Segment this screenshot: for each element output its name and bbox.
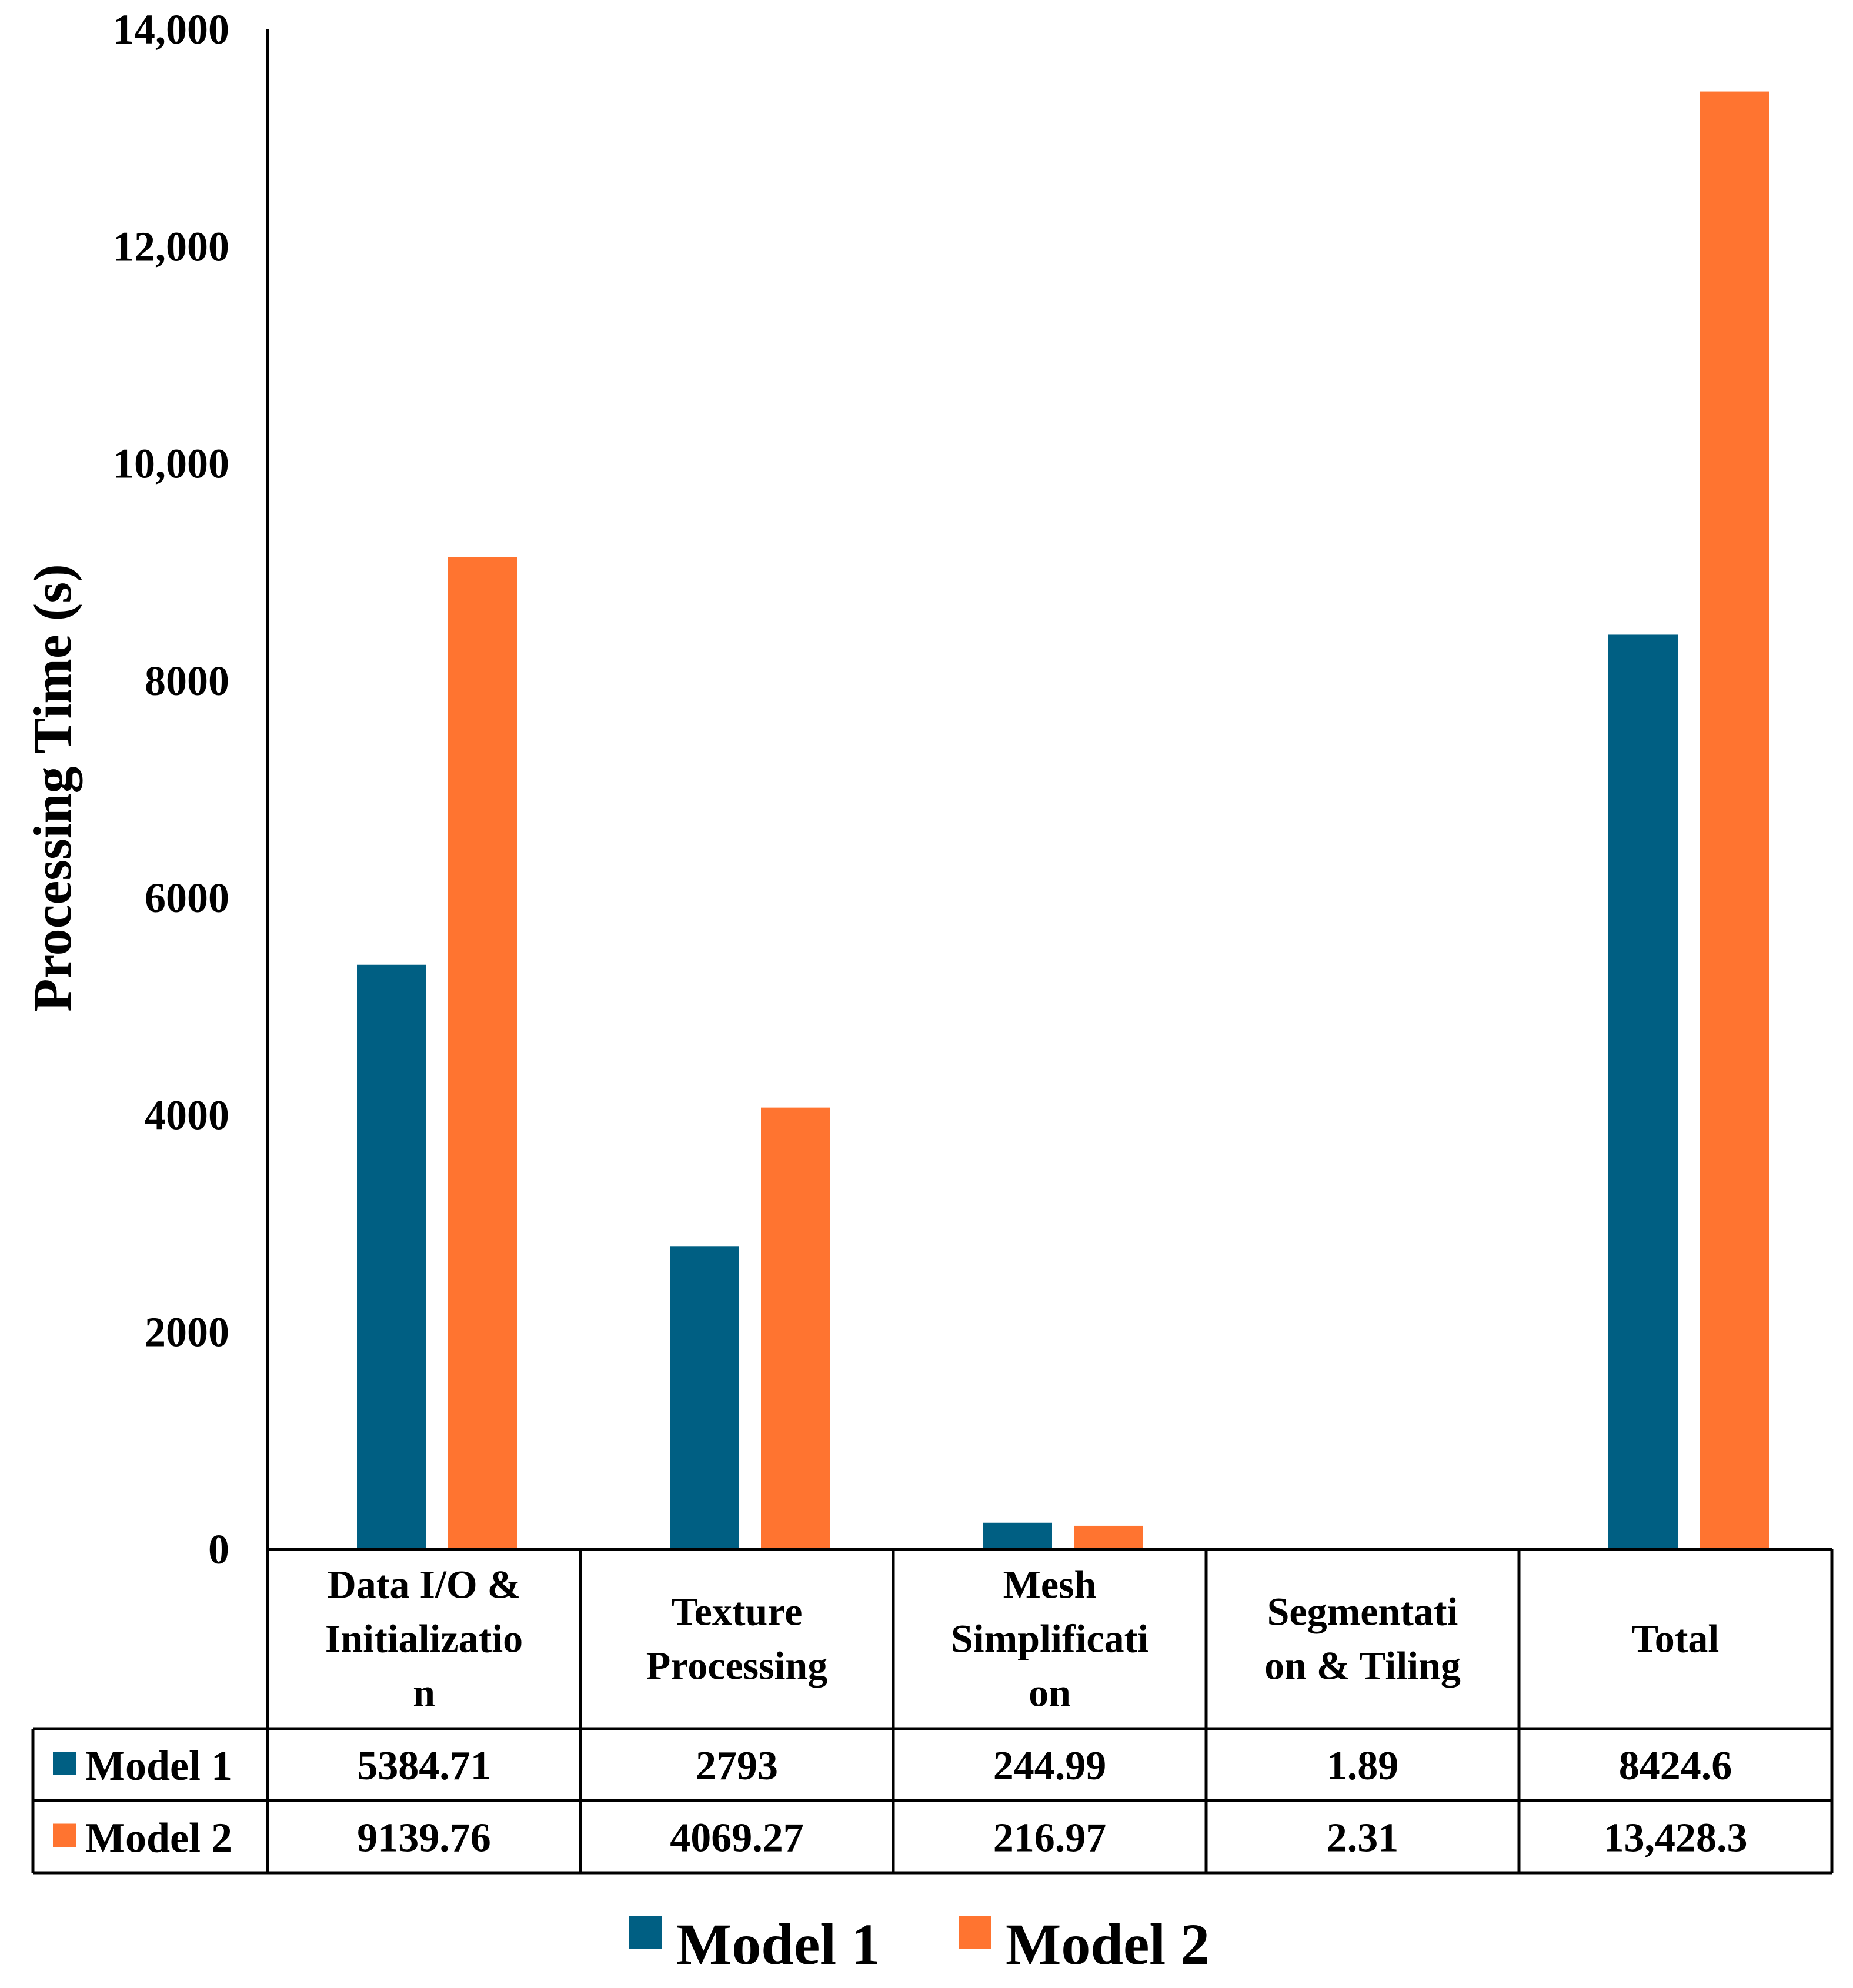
bar-model-1: [1608, 634, 1678, 1549]
data-table: Data I/O & Initializatio n Texture Processin…: [31, 1548, 1834, 1875]
y-axis-title: Processing Time (s): [22, 564, 82, 1012]
y-tick-label: 12,000: [113, 223, 229, 270]
y-tick-label: 10,000: [113, 440, 229, 487]
data-cell: 8424.6: [1619, 1743, 1732, 1789]
y-tick-label: 4000: [145, 1091, 229, 1138]
legend-swatch: [629, 1916, 662, 1949]
category-label: Texture Processing: [646, 1589, 828, 1688]
series-swatch: [53, 1823, 76, 1847]
bar-model-1: [357, 964, 426, 1549]
data-cell: 1.89: [1327, 1743, 1399, 1789]
data-cell: 2.31: [1327, 1816, 1399, 1861]
bar-model-2: [448, 557, 517, 1549]
axis-layer: 0 2000 4000 6000 8000 10,000 12,000 14,000 Proce…: [22, 6, 269, 1573]
data-cell: 4069.27: [670, 1816, 804, 1861]
category-label: Total: [1632, 1616, 1720, 1661]
bar-model-1: [670, 1246, 739, 1549]
bars-layer: [357, 91, 1769, 1550]
category-label: Mesh Simplificati on: [951, 1562, 1148, 1715]
series-name: Model 1: [85, 1742, 232, 1789]
data-cell: 2793: [696, 1743, 778, 1789]
bar-model-2: [761, 1107, 830, 1549]
category-label: Data I/O & Initializatio n: [325, 1562, 523, 1715]
data-cell: 9139.76: [357, 1816, 491, 1861]
legend-label: Model 1: [676, 1912, 880, 1977]
series-name: Model 2: [85, 1815, 232, 1862]
series-swatch: [53, 1752, 76, 1775]
y-tick-label: 8000: [145, 657, 229, 704]
bar-model-2: [1074, 1525, 1143, 1549]
data-cell: 244.99: [993, 1743, 1107, 1789]
legend-label: Model 2: [1006, 1912, 1210, 1977]
legend-swatch: [959, 1916, 991, 1949]
y-tick-label: 14,000: [113, 6, 229, 53]
y-tick-label: 0: [208, 1526, 229, 1573]
y-tick-label: 6000: [145, 874, 229, 921]
category-label: Segmentati on & Tiling: [1264, 1589, 1461, 1688]
data-cell: 216.97: [993, 1816, 1107, 1861]
data-cell: 5384.71: [357, 1743, 491, 1789]
legend: Model 1 Model 2: [629, 1912, 1210, 1977]
bar-model-1: [983, 1522, 1052, 1549]
data-cell: 13,428.3: [1604, 1816, 1748, 1861]
y-tick-label: 2000: [145, 1309, 229, 1356]
bar-model-2: [1700, 91, 1769, 1550]
